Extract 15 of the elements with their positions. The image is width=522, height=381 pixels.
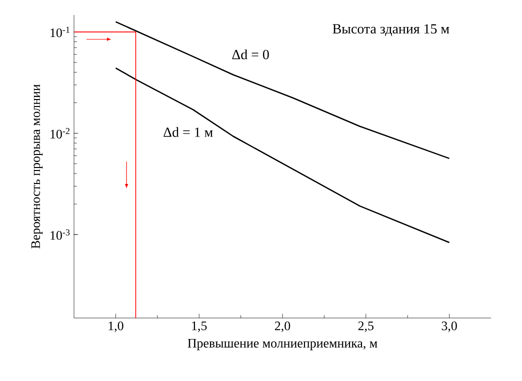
y-tick-label: 10$^{-2}$	[50, 128, 70, 138]
y-tick-label: 10$^{-3}$	[50, 229, 70, 240]
x-tick-label: 1,0	[108, 322, 124, 332]
y-tick-label: 10$^{-1}$	[50, 26, 70, 38]
annotation: Высота здания 15 м	[332, 24, 450, 36]
y-axis-title: Вероятность прорыва молнии	[31, 84, 43, 248]
x-tick-label: 2,5	[358, 322, 374, 332]
x-tick-label: 3,0	[442, 322, 457, 332]
x-tick-label: 2,0	[274, 322, 290, 332]
line-series	[115, 21, 450, 160]
series-label: Δd = 0	[232, 49, 269, 60]
series-label: Δd = 1 м	[164, 127, 213, 137]
x-axis-title: Превышение молниеприемника, м	[188, 338, 378, 350]
line-series	[115, 67, 450, 244]
x-tick-label: 1,5	[192, 322, 207, 332]
